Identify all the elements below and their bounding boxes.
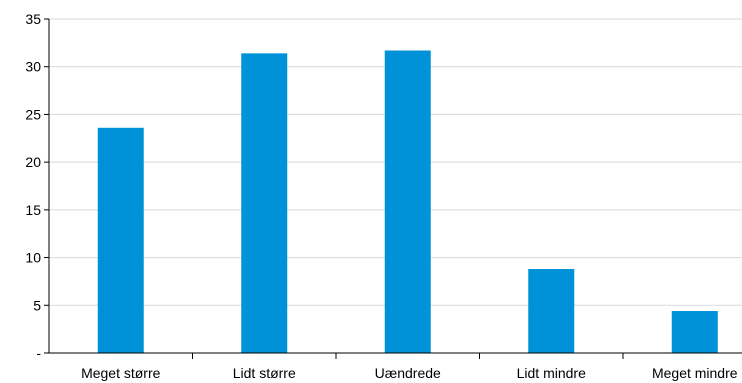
- axes: [44, 18, 742, 359]
- bar: [241, 53, 288, 354]
- bar: [384, 50, 431, 354]
- x-category-labels: Meget større Lidt større Uændrede Lidt mind…: [81, 365, 738, 381]
- x-category-label: Meget mindre: [652, 365, 738, 381]
- x-category-label: Uændrede: [375, 365, 441, 381]
- x-category-label: Lidt større: [233, 365, 296, 381]
- y-tick-label: -: [36, 345, 41, 361]
- bar: [528, 269, 575, 353]
- y-tick-label: 30: [25, 59, 41, 75]
- y-tick-label: 20: [25, 154, 41, 170]
- x-category-label: Meget større: [81, 365, 161, 381]
- y-tick-labels: - 5 10 15 20 25 30 35: [25, 11, 41, 361]
- x-category-label: Lidt mindre: [517, 365, 586, 381]
- y-tick-label: 35: [25, 11, 41, 27]
- y-tick-label: 25: [25, 106, 41, 122]
- bar: [671, 311, 718, 353]
- y-tick-label: 15: [25, 202, 41, 218]
- y-tick-label: 5: [33, 297, 41, 313]
- y-tick-label: 10: [25, 250, 41, 266]
- bar: [97, 127, 144, 353]
- bars: [97, 50, 718, 354]
